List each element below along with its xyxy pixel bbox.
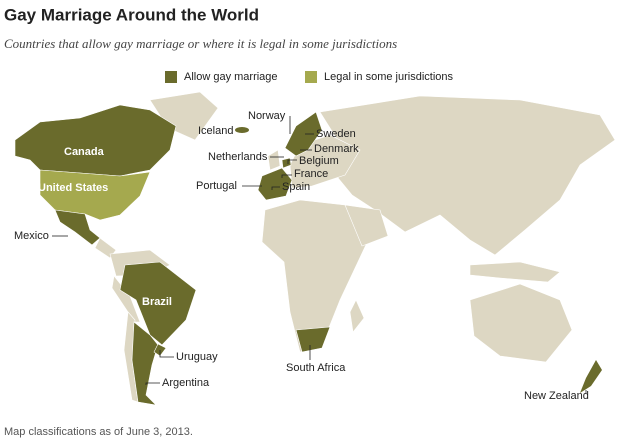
country-label: South Africa	[286, 362, 346, 374]
country-label: Mexico	[14, 230, 49, 242]
country-brazil	[119, 261, 197, 346]
map	[14, 91, 616, 406]
country-label: Iceland	[198, 125, 233, 137]
country-us	[39, 169, 151, 221]
country-label: Norway	[248, 110, 286, 122]
madagascar	[349, 299, 365, 333]
footnote: Map classifications as of June 3, 2013.	[4, 426, 193, 438]
arabia	[344, 204, 389, 247]
country-iceland	[235, 127, 249, 133]
country-label: New Zealand	[524, 390, 589, 402]
country-mexico	[54, 209, 101, 246]
country-benelux	[281, 157, 292, 169]
legend-swatch	[165, 71, 177, 83]
country-label: France	[294, 168, 328, 180]
country-label: Argentina	[162, 377, 210, 389]
country-label: Uruguay	[176, 351, 218, 363]
country-canada	[14, 104, 177, 177]
asia	[319, 95, 616, 256]
country-label: Portugal	[196, 180, 237, 192]
leader	[271, 186, 280, 190]
leader	[287, 159, 297, 164]
country-label: Denmark	[314, 143, 359, 155]
title: Gay Marriage Around the World	[4, 5, 259, 24]
country-label: Belgium	[299, 155, 339, 167]
leader	[145, 382, 160, 385]
country-south-africa	[295, 326, 331, 353]
legend: Allow gay marriage Legal in some jurisdi…	[165, 71, 454, 83]
leader	[159, 350, 174, 358]
labels: Canada United States Mexico Brazil Urugu…	[14, 110, 589, 402]
country-label: Netherlands	[208, 151, 268, 163]
country-label: Canada	[64, 146, 105, 158]
country-iberia-france	[257, 167, 293, 201]
leader	[281, 174, 292, 178]
australia	[469, 283, 573, 363]
country-label: Brazil	[142, 296, 172, 308]
subtitle: Countries that allow gay marriage or whe…	[4, 36, 397, 51]
country-label: Sweden	[316, 128, 356, 140]
country-label: Spain	[282, 181, 310, 193]
legend-label: Legal in some jurisdictions	[324, 71, 454, 83]
uk	[267, 149, 281, 171]
legend-swatch	[305, 71, 317, 83]
indonesia	[469, 261, 561, 283]
country-scandinavia	[284, 111, 323, 157]
country-label: United States	[38, 182, 108, 194]
country-argentina	[131, 321, 159, 406]
africa	[261, 199, 373, 353]
country-new-zealand	[580, 360, 602, 393]
central-america	[94, 237, 117, 259]
legend-label: Allow gay marriage	[184, 71, 278, 83]
